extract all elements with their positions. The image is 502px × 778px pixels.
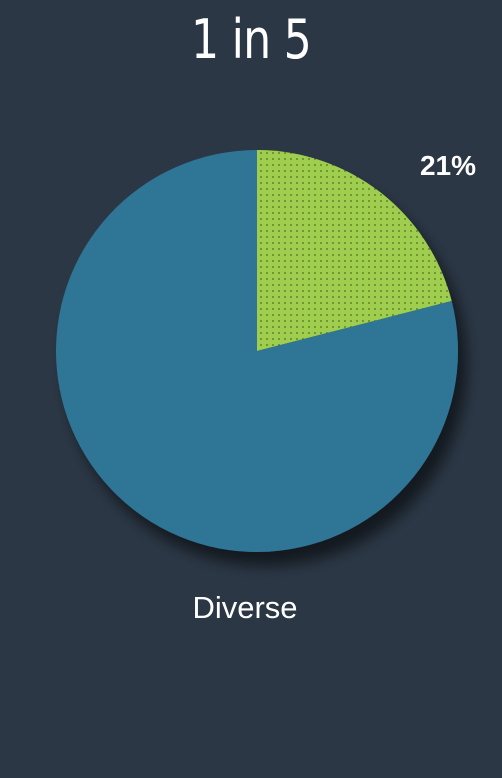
pie-slice-remainder [55,150,459,553]
slice-value-label: 21% [419,150,477,181]
pie-slice-diverse [257,150,452,351]
category-label: Diverse [192,590,298,625]
chart-title: 1 in 5 [191,8,312,71]
pie-group [55,150,459,553]
